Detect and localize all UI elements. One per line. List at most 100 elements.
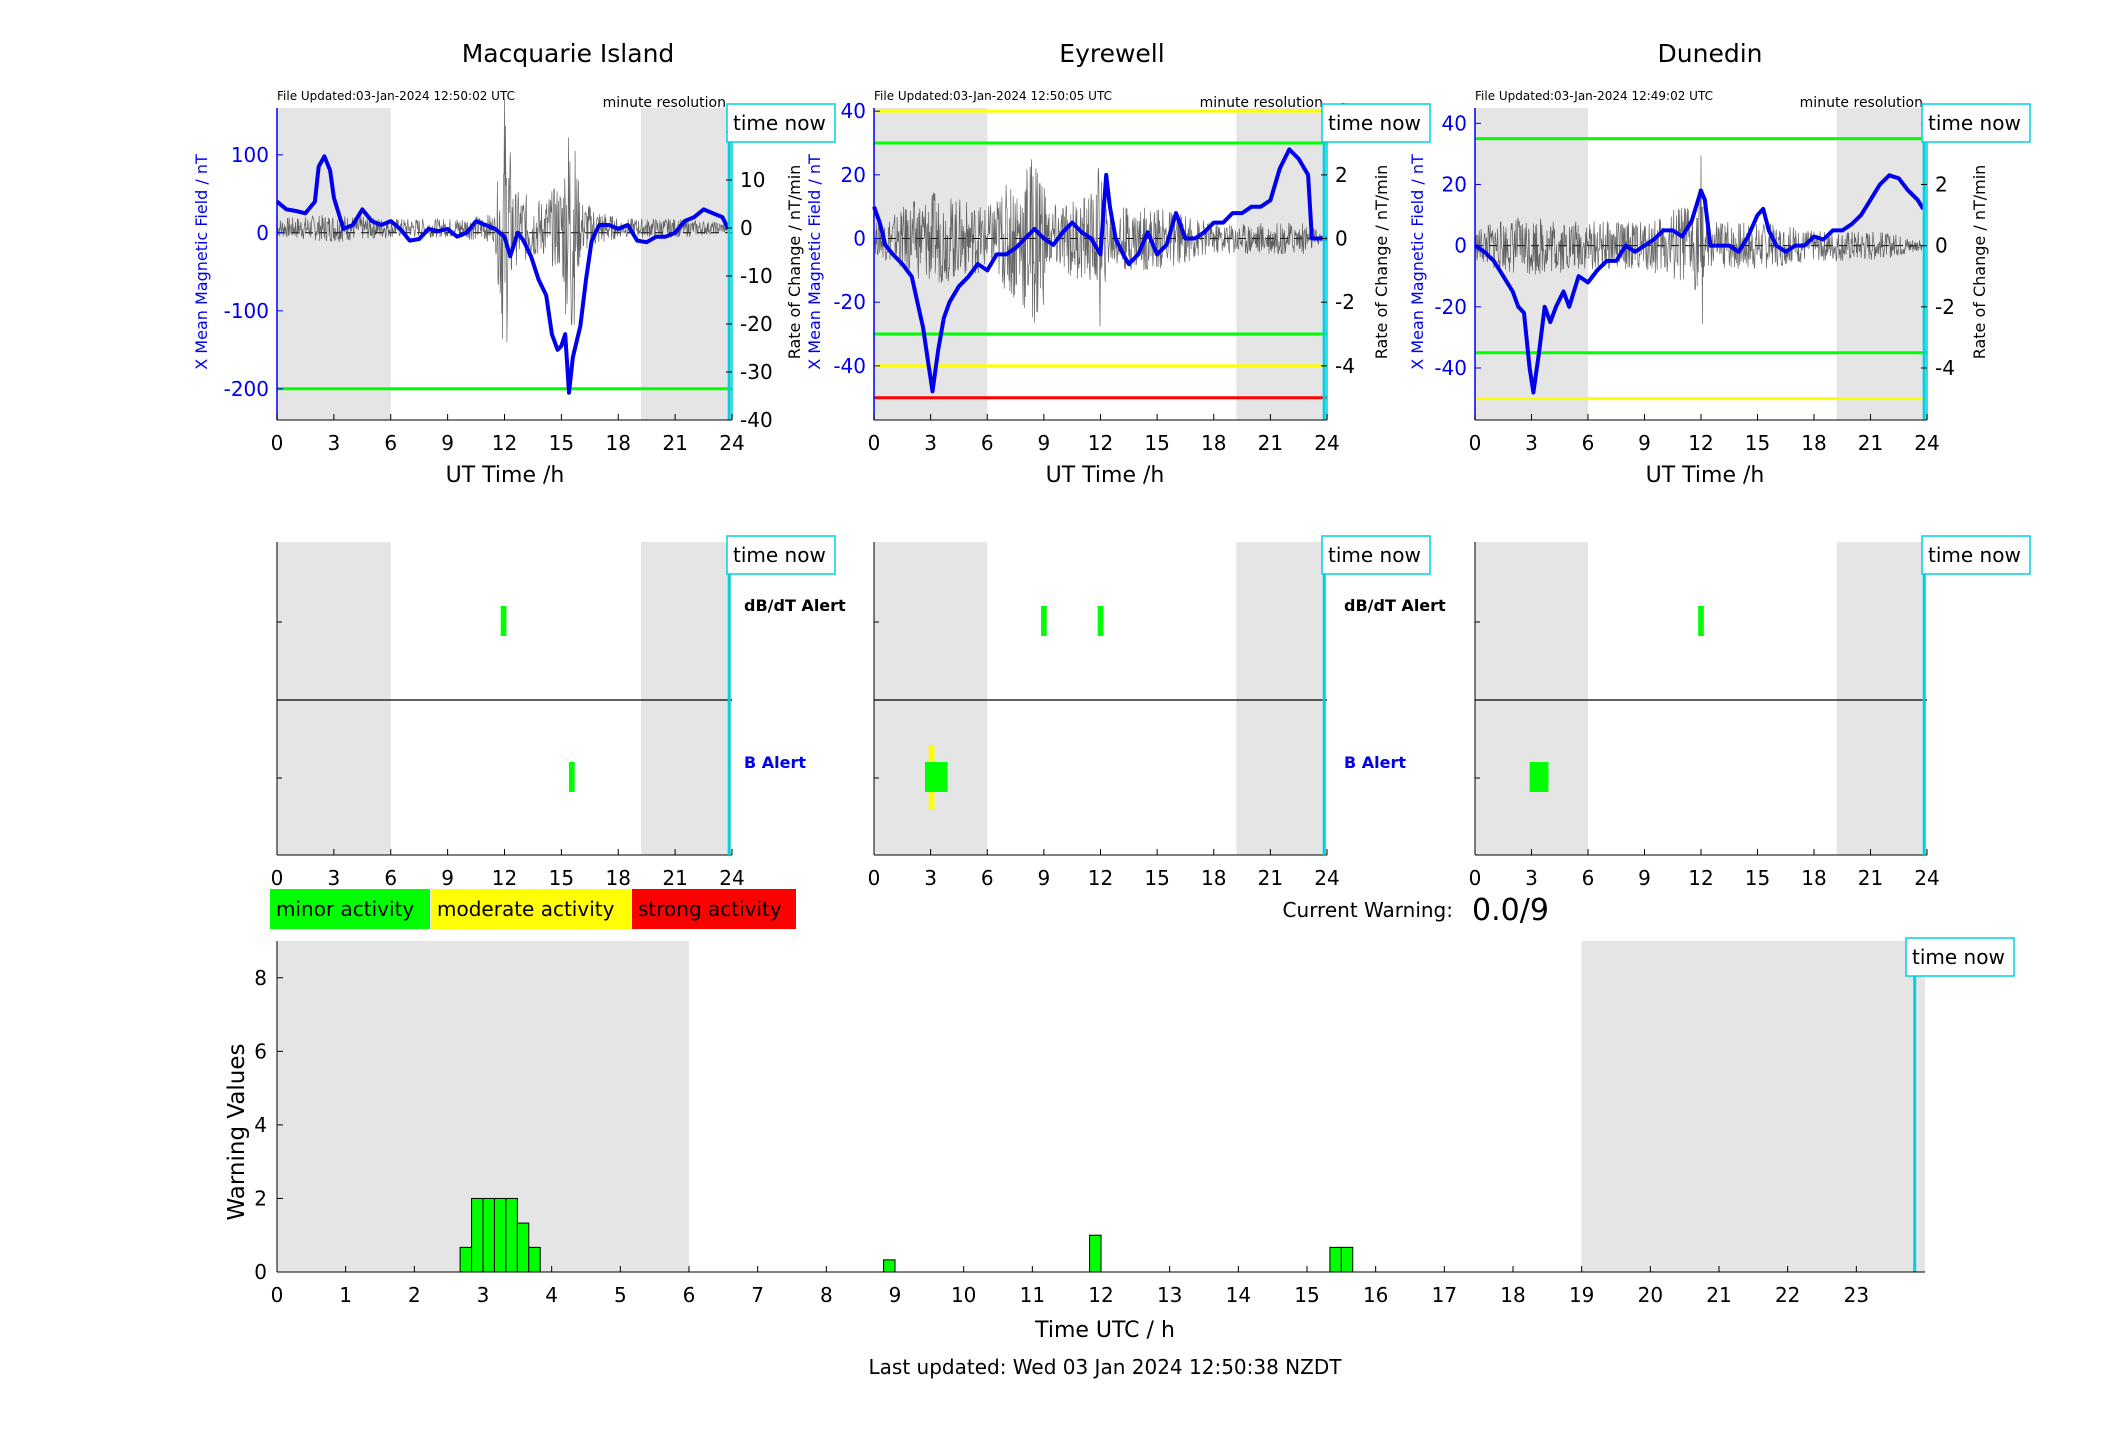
eyrewell-alert-x-tick-label: 21 xyxy=(1258,866,1283,890)
legend-swatch-1 xyxy=(431,889,631,929)
macquarie-x-tick-label: 21 xyxy=(662,431,687,455)
eyrewell-x-tick-label: 21 xyxy=(1258,431,1283,455)
warning-x-tick-label: 18 xyxy=(1500,1283,1525,1307)
macquarie-x-tick-label: 12 xyxy=(492,431,517,455)
macquarie-rate-trace xyxy=(276,98,731,343)
warning-bar-3 xyxy=(493,1197,507,1273)
macquarie-alert-plot: 0 3 6 9 12 15 18 21 24 xyxy=(271,542,745,890)
warning-x-tick-label: 5 xyxy=(614,1283,627,1307)
eyrewell-alert-x-tick-label: 6 xyxy=(981,866,994,890)
macquarie-y-tick-label-right: -40 xyxy=(740,408,773,432)
macquarie-time-now-label-top: time now xyxy=(733,111,826,135)
warning-x-tick-label: 15 xyxy=(1294,1283,1319,1307)
warning-x-tick-label: 12 xyxy=(1088,1283,1113,1307)
macquarie-time-now-label-alert: time now xyxy=(733,543,826,567)
macquarie-alert-x-tick-label: 12 xyxy=(492,866,517,890)
dunedin-file-updated: File Updated:03-Jan-2024 12:49:02 UTC xyxy=(1475,89,1713,103)
eyrewell-ylabel-left: X Mean Magnetic Field / nT xyxy=(805,154,824,370)
macquarie-y-tick-label-left: 0 xyxy=(256,221,269,245)
dunedin-dbdt-alert-mark-0 xyxy=(1698,606,1704,636)
eyrewell-title: Eyrewell xyxy=(1059,39,1164,68)
warning-x-tick-label: 13 xyxy=(1157,1283,1182,1307)
macquarie-xlabel: UT Time /h xyxy=(446,463,565,488)
eyrewell-alert-x-tick-label: 9 xyxy=(1038,866,1051,890)
dunedin-alert-x-tick-label: 9 xyxy=(1638,866,1651,890)
dunedin-y-tick-label-left: 40 xyxy=(1442,111,1467,135)
warning-y-tick-label: 4 xyxy=(254,1113,267,1137)
macquarie-y-tick-label-left: -200 xyxy=(224,377,269,401)
eyrewell-x-tick-label: 0 xyxy=(868,431,881,455)
macquarie-alert-x-tick-label: 6 xyxy=(384,866,397,890)
macquarie-alert-night-shade-1 xyxy=(641,542,732,855)
dunedin-time-now-label-top: time now xyxy=(1928,111,2021,135)
dunedin-time-now-label-alert-box xyxy=(1921,535,2031,575)
dunedin-x-tick-label: 15 xyxy=(1745,431,1770,455)
dunedin-y-tick-label-left: -40 xyxy=(1434,356,1467,380)
eyrewell-x-tick-label: 9 xyxy=(1038,431,1051,455)
eyrewell-y-tick-label-left: -20 xyxy=(833,290,866,314)
macquarie-field-line xyxy=(275,154,730,395)
legend-label-0: minor activity xyxy=(276,897,414,921)
warning-x-tick-label: 2 xyxy=(408,1283,421,1307)
current-warning-value: 0.0/9 xyxy=(1472,893,1549,928)
dunedin-alert-x-tick-label: 18 xyxy=(1801,866,1826,890)
eyrewell-alert-night-shade-1 xyxy=(1236,542,1327,855)
dunedin-xlabel: UT Time /h xyxy=(1646,463,1765,488)
eyrewell-x-tick-label: 24 xyxy=(1314,431,1339,455)
macquarie-night-shade-0 xyxy=(277,108,391,420)
eyrewell-alert-x-tick-label: 15 xyxy=(1144,866,1169,890)
warning-x-tick-label: 9 xyxy=(889,1283,902,1307)
macquarie-x-tick-label: 6 xyxy=(384,431,397,455)
warning-bar-chart: 0 1 2 3 4 5 6 7 8 9 10 11 12 13 14 15 16 17 18 19 20 21 22 2302… xyxy=(254,941,1925,1307)
warning-bar-8 xyxy=(1089,1234,1102,1273)
eyrewell-time-now-label-top-box xyxy=(1321,103,1431,143)
warning-bar-10 xyxy=(1340,1246,1354,1273)
dunedin-alert-x-tick-label: 3 xyxy=(1525,866,1538,890)
dunedin-ylabel-right: Rate of Change / nT/min xyxy=(1970,165,1989,360)
warning-bar-9 xyxy=(1329,1246,1342,1273)
last-updated: Last updated: Wed 03 Jan 2024 12:50:38 N… xyxy=(869,1355,1343,1379)
dunedin-alert-x-tick-label: 0 xyxy=(1469,866,1482,890)
eyrewell-rate-trace xyxy=(873,159,1326,327)
macquarie-x-tick-label: 0 xyxy=(271,431,284,455)
warning-x-tick-label: 3 xyxy=(477,1283,490,1307)
warning-x-tick-label: 14 xyxy=(1226,1283,1251,1307)
warning-y-tick-label: 0 xyxy=(254,1260,267,1284)
eyrewell-alert-x-tick-label: 3 xyxy=(924,866,937,890)
dunedin-x-tick-label: 12 xyxy=(1688,431,1713,455)
dunedin-field-line xyxy=(1473,173,1925,395)
macquarie-field-plot: 036912151821241000-100-20020100-10-20-30… xyxy=(224,98,773,455)
warning-x-tick-label: 0 xyxy=(271,1283,284,1307)
dunedin-ylabel-left: X Mean Magnetic Field / nT xyxy=(1408,154,1427,370)
eyrewell-file-updated: File Updated:03-Jan-2024 12:50:05 UTC xyxy=(874,89,1112,103)
macquarie-x-tick-label: 9 xyxy=(441,431,454,455)
macquarie-file-updated: File Updated:03-Jan-2024 12:50:02 UTC xyxy=(277,89,515,103)
warning-x-tick-label: 19 xyxy=(1569,1283,1594,1307)
warning-x-tick-label: 8 xyxy=(820,1283,833,1307)
eyrewell-y-tick-label-left: 20 xyxy=(841,163,866,187)
macquarie-y-tick-label-left: 100 xyxy=(231,143,269,167)
dunedin-y-tick-label-right: -2 xyxy=(1935,295,1955,319)
macquarie-y-tick-label-right: 0 xyxy=(740,216,753,240)
eyrewell-y-tick-label-right: 0 xyxy=(1335,227,1348,251)
warning-x-tick-label: 20 xyxy=(1638,1283,1663,1307)
macquarie-ylabel-left: X Mean Magnetic Field / nT xyxy=(192,154,211,370)
macquarie-y-tick-label-right: 10 xyxy=(740,168,765,192)
warning-x-tick-label: 22 xyxy=(1775,1283,1800,1307)
eyrewell-x-tick-label: 3 xyxy=(924,431,937,455)
macquarie-alert-x-tick-label: 9 xyxy=(441,866,454,890)
macquarie-time-now-label-top-box xyxy=(726,103,836,143)
warning-y-tick-label: 2 xyxy=(254,1186,267,1210)
dunedin-x-tick-label: 24 xyxy=(1914,431,1939,455)
dunedin-x-tick-label: 0 xyxy=(1469,431,1482,455)
eyrewell-night-shade-1 xyxy=(1236,108,1327,420)
dunedin-y-tick-label-left: 20 xyxy=(1442,172,1467,196)
macquarie-time-now-label-alert-box xyxy=(726,535,836,575)
warning-x-tick-label: 4 xyxy=(545,1283,558,1307)
dunedin-rate-trace xyxy=(1474,155,1926,324)
warning-x-tick-label: 21 xyxy=(1706,1283,1731,1307)
macquarie-title: Macquarie Island xyxy=(462,39,675,68)
